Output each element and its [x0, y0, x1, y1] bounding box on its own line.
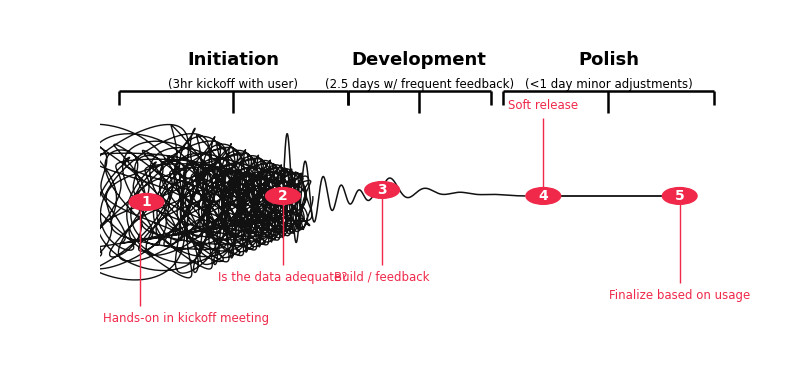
- Circle shape: [266, 187, 300, 204]
- Text: Polish: Polish: [578, 51, 639, 69]
- Text: Soft release: Soft release: [508, 99, 578, 112]
- Text: 2: 2: [278, 189, 288, 203]
- Text: Hands-on in kickoff meeting: Hands-on in kickoff meeting: [103, 312, 270, 326]
- Text: Initiation: Initiation: [187, 51, 279, 69]
- Circle shape: [129, 194, 164, 210]
- Text: (<1 day minor adjustments): (<1 day minor adjustments): [525, 78, 692, 91]
- Circle shape: [365, 182, 399, 198]
- Text: Build / feedback: Build / feedback: [334, 271, 430, 284]
- Text: (2.5 days w/ frequent feedback): (2.5 days w/ frequent feedback): [325, 78, 514, 91]
- Text: 4: 4: [538, 189, 548, 203]
- Text: Development: Development: [352, 51, 486, 69]
- Circle shape: [662, 187, 697, 204]
- Text: 5: 5: [675, 189, 685, 203]
- Text: Is the data adequate?: Is the data adequate?: [218, 271, 348, 284]
- Text: Finalize based on usage: Finalize based on usage: [609, 289, 750, 301]
- Text: 1: 1: [142, 195, 151, 209]
- Circle shape: [526, 187, 561, 204]
- Text: 3: 3: [378, 183, 387, 197]
- Text: (3hr kickoff with user): (3hr kickoff with user): [168, 78, 298, 91]
